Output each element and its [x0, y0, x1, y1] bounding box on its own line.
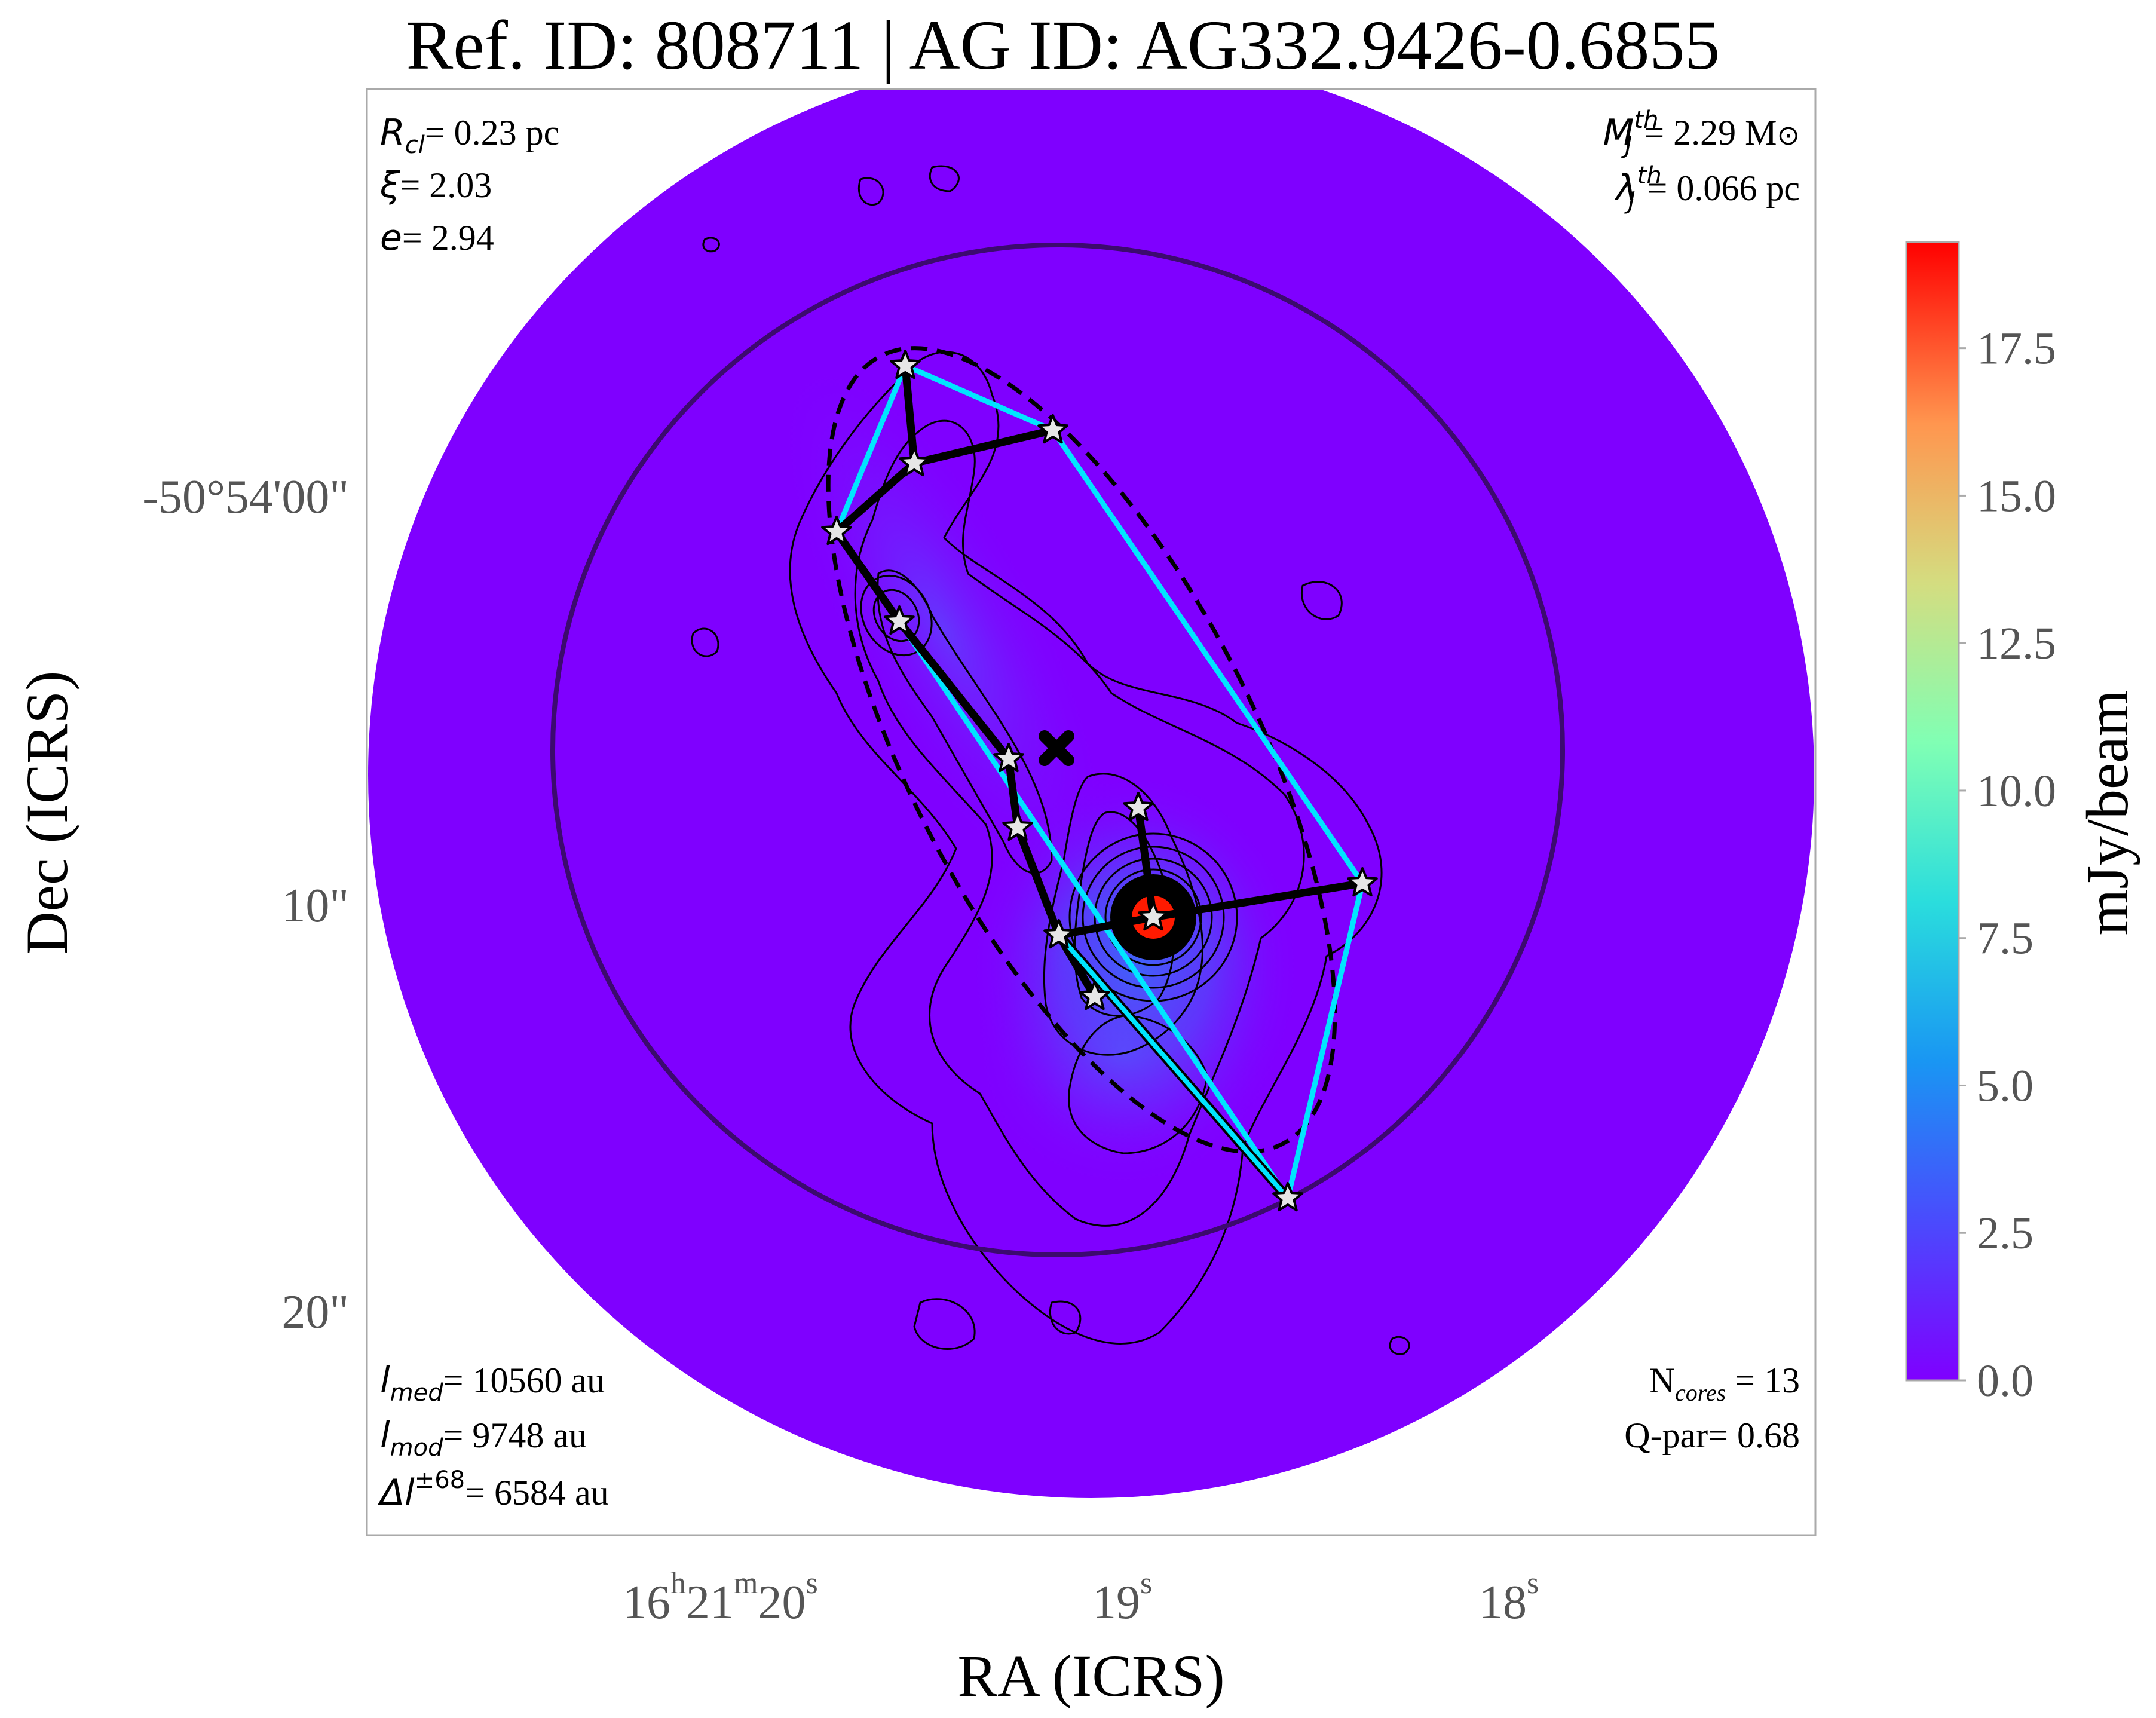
core-star-marker [1043, 919, 1074, 949]
colorbar-tick-label: 10.0 [1977, 766, 2056, 816]
colorbar-tick-label: 17.5 [1977, 324, 2056, 374]
core-star-marker [1079, 981, 1110, 1010]
y-tick: -50°54'00" [142, 471, 349, 523]
core-star-marker [821, 516, 852, 546]
core-star-marker [1272, 1182, 1303, 1212]
hull-segment-south [1055, 932, 1292, 1202]
core-star-marker [890, 350, 921, 379]
svg-text:e= 2.94: e= 2.94 [380, 217, 494, 259]
colorbar-tick-label: 7.5 [1977, 914, 2034, 964]
colorbar-ticks: 0.0 2.5 5.0 7.5 10.0 12.5 15.0 17.5 [1959, 324, 2056, 1406]
intensity-contours [691, 165, 1410, 1355]
y-axis-label: Dec (ICRS) [14, 671, 80, 955]
chart-title: Ref. ID: 808711 | AG ID: AG332.9426-0.68… [406, 6, 1720, 84]
core-star-marker [899, 447, 930, 477]
core-star-marker [1138, 901, 1169, 931]
filament-glow [773, 348, 1116, 907]
core-star-marker [1002, 811, 1033, 841]
aperture-circle [550, 243, 1565, 1257]
y-axis-ticks: -50°54'00" 10" 20" [142, 471, 349, 1339]
colorbar-label: mJy/beam [2074, 690, 2140, 935]
colorbar: 0.0 2.5 5.0 7.5 10.0 12.5 15.0 17.5 mJy/beam [1905, 241, 2140, 1406]
y-tick: 20" [281, 1286, 349, 1339]
fitted-ellipse [826, 346, 1337, 1154]
x-axis-label: RA (ICRS) [957, 1643, 1224, 1709]
colorbar-tick-label: 15.0 [1977, 471, 2056, 521]
svg-text:Δl±68= 6584 au: Δl±68= 6584 au [378, 1466, 609, 1514]
colorbar-tick-label: 0.0 [1977, 1356, 2034, 1406]
map-area [368, 89, 1814, 1498]
annotation-bottom-left: lmed= 10560 au lmod= 9748 au Δl±68= 6584… [378, 1359, 609, 1514]
core-star-marker [1347, 867, 1378, 897]
y-tick: 10" [281, 880, 349, 932]
axes-frame [366, 88, 1817, 1536]
svg-text:lmed= 10560 au: lmed= 10560 au [380, 1359, 605, 1407]
core-star-marker [1037, 414, 1068, 444]
colorbar-tick-label: 12.5 [1977, 618, 2056, 669]
core-markers [821, 350, 1378, 1212]
svg-text:ξ= 2.03: ξ= 2.03 [379, 164, 492, 206]
core-star-marker [993, 743, 1024, 773]
annotation-top-right: Mth J = 2.29 M⊙ λth J = 0.066 pc [1603, 106, 1800, 215]
core-star-marker [1123, 792, 1154, 822]
svg-text:18s: 18s [1479, 1566, 1539, 1629]
x-axis-ticks: 16h21m20s 19s 18s [623, 1566, 1539, 1629]
colorbar-tick-label: 5.0 [1977, 1061, 2034, 1111]
centroid-marker [1039, 730, 1074, 766]
annotation-bottom-right: Ncores = 13 Q-par= 0.68 [1624, 1361, 1800, 1455]
dense-clump-glow-2 [968, 908, 1279, 1195]
core-star-marker [884, 605, 915, 635]
svg-text:Ncores = 13: Ncores = 13 [1649, 1361, 1800, 1406]
svg-text:19s: 19s [1092, 1566, 1152, 1629]
svg-text:16h21m20s: 16h21m20s [623, 1566, 818, 1629]
annotation-top-left: Rcl= 0.23 pc ξ= 2.03 e= 2.94 [379, 112, 559, 259]
colorbar-gradient [1905, 241, 1960, 1382]
minimum-spanning-tree [832, 362, 1367, 1001]
svg-text:lmod= 9748 au: lmod= 9748 au [380, 1414, 587, 1462]
svg-text:Q-par= 0.68: Q-par= 0.68 [1624, 1416, 1800, 1455]
svg-text:Rcl= 0.23 pc: Rcl= 0.23 pc [380, 112, 559, 159]
colorbar-tick-label: 2.5 [1977, 1208, 2034, 1258]
